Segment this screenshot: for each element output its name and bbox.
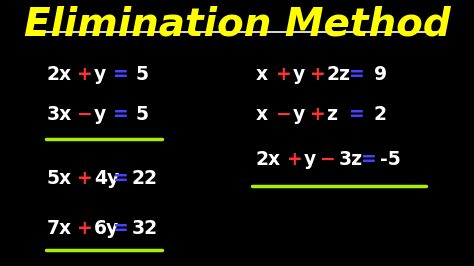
Text: 2z: 2z bbox=[326, 65, 350, 84]
Text: y: y bbox=[94, 105, 106, 124]
Text: y: y bbox=[293, 105, 305, 124]
Text: 5: 5 bbox=[136, 65, 148, 84]
Text: +: + bbox=[310, 65, 325, 84]
Text: 5: 5 bbox=[136, 105, 148, 124]
Text: =: = bbox=[113, 65, 128, 84]
Text: -5: -5 bbox=[380, 150, 401, 169]
Text: 2x: 2x bbox=[255, 150, 281, 169]
Text: 4y: 4y bbox=[94, 169, 119, 188]
Text: 2x: 2x bbox=[46, 65, 72, 84]
Text: =: = bbox=[349, 105, 365, 124]
Text: 3x: 3x bbox=[46, 105, 72, 124]
Text: y: y bbox=[293, 65, 305, 84]
Text: =: = bbox=[113, 219, 128, 238]
Text: =: = bbox=[349, 65, 365, 84]
Text: z: z bbox=[326, 105, 337, 124]
Text: Elimination Method: Elimination Method bbox=[24, 6, 450, 43]
Text: −: − bbox=[276, 105, 292, 124]
Text: =: = bbox=[361, 150, 377, 169]
Text: +: + bbox=[287, 150, 302, 169]
Text: =: = bbox=[113, 105, 128, 124]
Text: 9: 9 bbox=[374, 65, 387, 84]
Text: x: x bbox=[255, 65, 268, 84]
Text: −: − bbox=[77, 105, 93, 124]
Text: +: + bbox=[310, 105, 325, 124]
Text: =: = bbox=[113, 169, 128, 188]
Text: 2: 2 bbox=[374, 105, 387, 124]
Text: 6y: 6y bbox=[94, 219, 119, 238]
Text: +: + bbox=[77, 65, 93, 84]
Text: y: y bbox=[94, 65, 106, 84]
Text: −: − bbox=[320, 150, 336, 169]
Text: y: y bbox=[303, 150, 316, 169]
Text: 32: 32 bbox=[131, 219, 157, 238]
Text: +: + bbox=[77, 219, 93, 238]
Text: 22: 22 bbox=[131, 169, 157, 188]
Text: 7x: 7x bbox=[46, 219, 72, 238]
Text: x: x bbox=[255, 105, 268, 124]
Text: +: + bbox=[276, 65, 292, 84]
Text: 3z: 3z bbox=[338, 150, 363, 169]
Text: +: + bbox=[77, 169, 93, 188]
Text: 5x: 5x bbox=[46, 169, 72, 188]
